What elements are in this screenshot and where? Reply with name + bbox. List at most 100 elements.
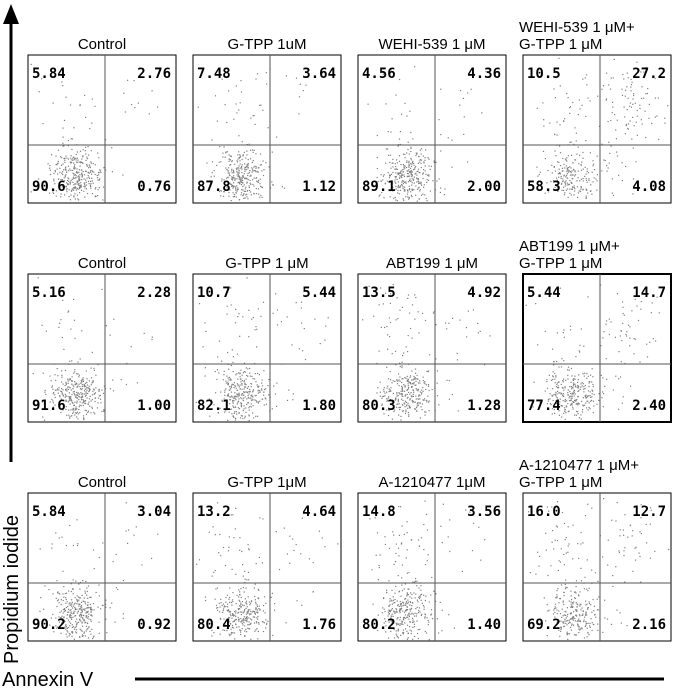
- event-dot: [592, 376, 594, 378]
- event-dot: [391, 118, 393, 120]
- event-dot: [243, 591, 245, 593]
- event-dot: [570, 399, 572, 402]
- event-dot: [560, 176, 562, 178]
- event-dot: [68, 603, 70, 605]
- event-dot: [255, 601, 257, 603]
- event-dot: [433, 161, 435, 163]
- event-dot: [565, 617, 567, 619]
- event-dot: [248, 414, 250, 416]
- event-dot: [236, 353, 239, 355]
- event-dot: [398, 385, 400, 387]
- event-dot: [62, 409, 64, 411]
- event-dot: [570, 367, 573, 369]
- event-dot: [400, 608, 402, 610]
- event-dot: [569, 188, 571, 190]
- event-dot: [50, 617, 52, 619]
- event-dot: [114, 621, 116, 623]
- event-dot: [85, 146, 87, 148]
- event-dot: [49, 624, 51, 626]
- quadrant-upper-right-value: 27.2: [632, 66, 666, 82]
- event-dot: [68, 633, 70, 635]
- event-dot: [249, 388, 251, 390]
- event-dot: [558, 414, 560, 416]
- event-dot: [387, 148, 389, 150]
- event-dot: [567, 620, 569, 622]
- event-dot: [419, 190, 421, 192]
- event-dot: [627, 127, 629, 130]
- event-dot: [537, 551, 539, 553]
- event-dot: [461, 570, 463, 572]
- event-dot: [49, 401, 51, 403]
- event-dot: [64, 161, 66, 163]
- event-dot: [550, 565, 552, 567]
- event-dot: [566, 632, 568, 635]
- event-dot: [412, 179, 414, 181]
- event-dot: [393, 628, 395, 630]
- event-dot: [557, 400, 559, 403]
- event-dot: [60, 398, 62, 400]
- event-dot: [54, 396, 56, 399]
- event-dot: [408, 615, 410, 618]
- event-dot: [420, 181, 422, 183]
- event-dot: [417, 398, 419, 400]
- event-dot: [65, 169, 67, 171]
- event-dot: [246, 398, 248, 400]
- event-dot: [432, 618, 434, 620]
- event-dot: [79, 636, 81, 638]
- event-dot: [594, 572, 597, 574]
- event-dot: [392, 619, 394, 621]
- event-dot: [577, 170, 579, 172]
- event-dot: [94, 397, 96, 399]
- event-dot: [88, 172, 90, 174]
- event-dot: [67, 311, 69, 313]
- event-dot: [236, 112, 238, 114]
- event-dot: [415, 165, 417, 168]
- event-dot: [63, 608, 66, 610]
- event-dot: [73, 187, 75, 189]
- event-dot: [248, 409, 250, 411]
- event-dot: [224, 104, 226, 106]
- event-dot: [265, 627, 267, 629]
- event-dot: [196, 563, 198, 565]
- event-dot: [73, 628, 75, 630]
- event-dot: [74, 615, 76, 617]
- event-dot: [563, 329, 565, 331]
- event-dot: [554, 150, 556, 152]
- event-dot: [413, 592, 415, 594]
- event-dot: [76, 194, 78, 196]
- event-dot: [403, 190, 405, 192]
- event-dot: [94, 188, 96, 190]
- event-dot: [403, 352, 405, 354]
- event-dot: [88, 380, 90, 382]
- event-dot: [61, 376, 63, 378]
- event-dot: [227, 377, 229, 379]
- event-dot: [433, 160, 435, 162]
- event-dot: [428, 175, 430, 177]
- event-dot: [592, 383, 594, 386]
- event-dot: [272, 634, 274, 637]
- event-dot: [88, 626, 90, 628]
- event-dot: [213, 632, 215, 634]
- quadrant-lower-left-value: 77.4: [527, 398, 561, 414]
- event-dot: [407, 335, 409, 337]
- event-dot: [392, 615, 394, 617]
- event-dot: [406, 594, 409, 596]
- event-dot: [60, 156, 62, 158]
- event-dot: [72, 588, 74, 590]
- event-dot: [74, 198, 76, 200]
- event-dot: [619, 535, 621, 537]
- event-dot: [249, 367, 251, 369]
- event-dot: [578, 614, 581, 616]
- event-dot: [224, 389, 226, 391]
- event-dot: [73, 195, 75, 197]
- quadrant-lower-right-value: 1.80: [302, 398, 336, 414]
- event-dot: [223, 374, 225, 376]
- event-dot: [236, 169, 238, 171]
- event-dot: [271, 181, 273, 183]
- event-dot: [81, 622, 83, 624]
- event-dot: [580, 418, 582, 420]
- event-dot: [301, 301, 303, 303]
- event-dot: [571, 402, 573, 404]
- event-dot: [640, 517, 642, 519]
- event-dot: [223, 146, 225, 148]
